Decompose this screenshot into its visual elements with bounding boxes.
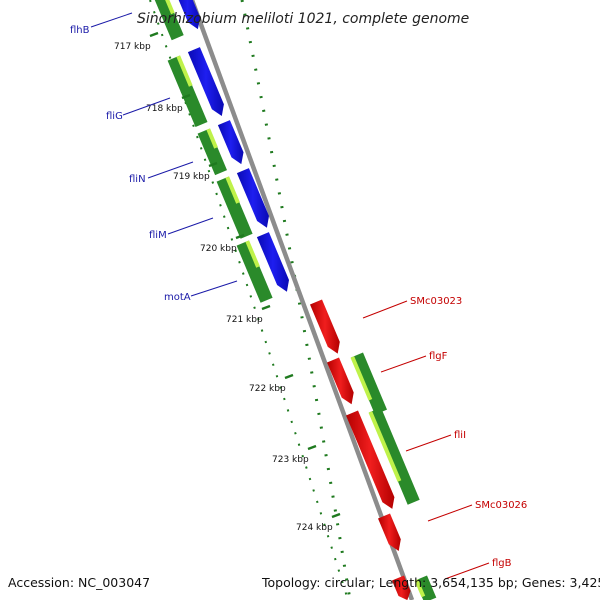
- leader-line-fliN: [147, 161, 194, 179]
- page-title: Sinorhizobium meliloti 1021, complete ge…: [137, 11, 469, 27]
- leader-line-motA: [190, 280, 238, 297]
- scale-label-718: 718 kbp: [146, 104, 183, 114]
- leader-line-fliM: [167, 217, 214, 235]
- genome-backbone: [189, 0, 415, 600]
- scale-label-721: 721 kbp: [226, 315, 263, 325]
- orf-dark-fliM: [216, 176, 253, 239]
- reverse-strand-tracks: [310, 299, 437, 600]
- gene-label-flgB: flgB: [492, 558, 512, 569]
- gene-label-flgF: flgF: [429, 351, 448, 362]
- gene-arrow-flgB: [392, 575, 411, 600]
- scale-tick-722: [284, 373, 294, 380]
- gene-arrow-fliN: [217, 120, 244, 165]
- orf-light-flgF: [350, 356, 373, 401]
- gene-label-fliM: fliM: [149, 230, 167, 241]
- accession-text: Accession: NC_003047: [8, 575, 150, 590]
- genome-summary-text: Topology: circular; Length: 3,654,135 bp…: [261, 575, 600, 590]
- orf-light-flgB: [414, 579, 426, 598]
- kbp-scale: 717 kbp 718 kbp 719 kbp 720 kbp 721 kbp 722 k…: [114, 31, 341, 533]
- leader-line-flgB: [444, 562, 490, 580]
- orf-dark-fliI: [369, 407, 420, 505]
- gene-arrow-fliM: [236, 168, 269, 228]
- orf-dark-flgF: [351, 352, 387, 415]
- orf-light-motA: [245, 240, 260, 268]
- leader-line-flhB: [90, 12, 133, 28]
- gene-label-fliN: fliN: [129, 174, 146, 185]
- scale-tick-723: [307, 444, 317, 451]
- leader-line-SMc03026: [427, 504, 473, 522]
- scale-label-724: 724 kbp: [296, 523, 333, 533]
- gene-arrow-flhB: [178, 0, 201, 30]
- gene-label-fliG: fliG: [106, 111, 123, 122]
- scale-tick-724: [331, 512, 341, 519]
- forward-strand-tracks: [154, 0, 289, 303]
- orf-dark-motA: [236, 240, 273, 303]
- orf-light-fliI: [368, 411, 402, 482]
- scale-label-720: 720 kbp: [200, 244, 237, 254]
- scale-label-719: 719 kbp: [173, 172, 210, 182]
- gene-arrow-flgF: [327, 357, 354, 405]
- scale-tick-717: [149, 31, 159, 38]
- orf-dark-fliG: [167, 55, 208, 127]
- orf-dark-flgB: [415, 575, 437, 600]
- orf-light-fliN: [206, 128, 218, 149]
- leader-line-fliI: [405, 434, 452, 452]
- outer-tick-ring: [240, 0, 352, 600]
- leader-line-SMc03023: [362, 300, 408, 319]
- scale-tick-719: [208, 161, 218, 168]
- orf-light-fliG: [176, 55, 193, 87]
- orf-dark-flhB: [154, 0, 184, 41]
- scale-tick-718: [181, 93, 191, 100]
- gene-arrow-SMc03026: [378, 513, 401, 551]
- gene-arrow-fliI: [346, 410, 395, 509]
- orf-light-fliM: [225, 176, 240, 204]
- gene-arrow-SMc03023: [310, 299, 340, 354]
- gene-labels: flhB fliG fliN fliM motA SMc03023 flgF fliI SMc0…: [70, 12, 527, 580]
- scale-label-723: 723 kbp: [272, 455, 309, 465]
- leader-line-flgF: [380, 355, 427, 373]
- gene-label-SMc03023: SMc03023: [410, 296, 462, 307]
- gene-arrow-fliG: [187, 47, 224, 116]
- gene-label-fliI: fliI: [454, 430, 466, 441]
- gene-label-SMc03026: SMc03026: [475, 500, 527, 511]
- scale-label-717: 717 kbp: [114, 42, 151, 52]
- scale-tick-721: [261, 304, 271, 311]
- gene-label-flhB: flhB: [70, 25, 90, 36]
- orf-light-flhB: [165, 0, 175, 15]
- leader-line-fliG: [122, 97, 171, 116]
- scale-tick-720: [235, 233, 245, 240]
- scale-label-722: 722 kbp: [249, 384, 286, 394]
- orf-dark-fliN: [197, 128, 227, 176]
- gene-label-motA: motA: [164, 292, 191, 303]
- gene-arrow-motA: [256, 232, 289, 292]
